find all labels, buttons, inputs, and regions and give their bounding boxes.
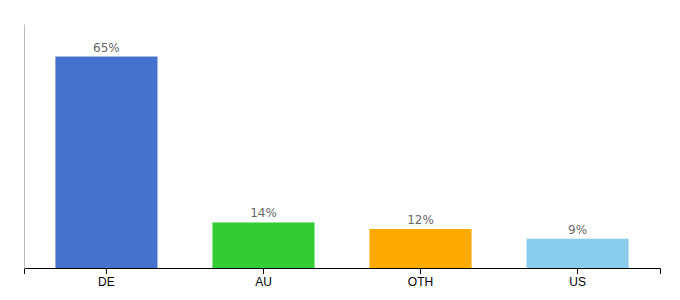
x-axis: DE AU OTH US [25,268,661,289]
x-tick-label: DE [98,275,115,289]
x-tick: AU [255,268,272,289]
data-labels: 65% 14% 12% 9% [93,41,587,237]
x-tick-label: AU [255,275,272,289]
x-axis-line [25,269,661,275]
bars [55,57,628,268]
x-tick-label: OTH [408,275,433,289]
data-label: 9% [568,223,587,237]
x-tick-label: US [569,275,586,289]
bar [369,229,471,268]
chart-container: 65% 14% 12% 9% DE AU OTH US [0,0,680,300]
x-tick-mark [263,268,264,274]
x-tick: DE [98,268,115,289]
x-tick: OTH [408,268,433,289]
chart-svg: 65% 14% 12% 9% DE AU OTH US [0,0,680,300]
y-axis [24,25,25,269]
x-tick-mark [106,268,107,274]
bar [212,222,314,268]
bar [55,57,157,268]
data-label: 12% [407,213,434,227]
data-label: 65% [93,41,120,55]
y-axis-line [24,25,25,269]
x-tick-mark [420,268,421,274]
plot-area: 65% 14% 12% 9% DE AU OTH US [25,25,661,289]
bar [527,239,629,268]
x-tick: US [569,268,586,289]
x-tick-mark [577,268,578,274]
data-label: 14% [250,206,277,220]
